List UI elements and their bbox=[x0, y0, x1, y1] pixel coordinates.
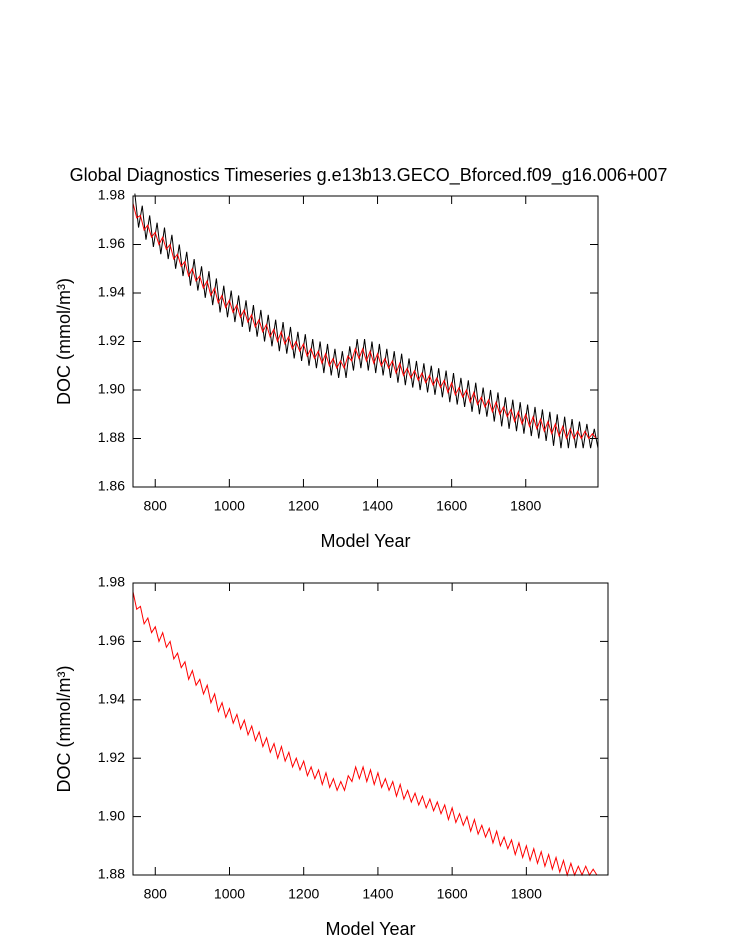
x-axis-label: Model Year bbox=[325, 919, 415, 939]
data-line bbox=[132, 591, 598, 877]
x-tick-label: 1000 bbox=[214, 886, 245, 902]
y-tick-label: 1.86 bbox=[98, 478, 125, 494]
y-axis-label: DOC (mmol/m³) bbox=[54, 278, 74, 405]
y-tick-label: 1.88 bbox=[98, 866, 125, 882]
y-axis-label: DOC (mmol/m³) bbox=[54, 666, 74, 793]
y-tick-label: 1.94 bbox=[98, 691, 125, 707]
y-tick-label: 1.88 bbox=[98, 429, 125, 445]
plot-frame bbox=[132, 582, 609, 876]
x-tick-label: 1400 bbox=[362, 886, 393, 902]
x-tick-label: 1600 bbox=[436, 498, 467, 514]
x-tick-label: 1800 bbox=[510, 498, 541, 514]
data-line bbox=[132, 203, 597, 441]
x-tick-label: 1200 bbox=[288, 498, 319, 514]
y-tick-label: 1.96 bbox=[98, 235, 125, 251]
x-axis-label: Model Year bbox=[320, 531, 410, 551]
data-line bbox=[134, 193, 599, 449]
x-tick-label: 800 bbox=[144, 886, 168, 902]
x-tick-label: 1800 bbox=[511, 886, 542, 902]
x-tick-label: 800 bbox=[144, 498, 168, 514]
y-tick-label: 1.92 bbox=[98, 749, 125, 765]
y-tick-label: 1.90 bbox=[98, 381, 125, 397]
y-tick-label: 1.98 bbox=[98, 574, 125, 590]
y-tick-label: 1.98 bbox=[98, 187, 125, 203]
x-tick-label: 1400 bbox=[362, 498, 393, 514]
plot-frame bbox=[132, 195, 599, 488]
y-tick-label: 1.94 bbox=[98, 284, 125, 300]
x-tick-label: 1200 bbox=[288, 886, 319, 902]
x-tick-label: 1600 bbox=[437, 886, 468, 902]
x-tick-label: 1000 bbox=[214, 498, 245, 514]
y-tick-label: 1.92 bbox=[98, 332, 125, 348]
y-tick-label: 1.96 bbox=[98, 632, 125, 648]
y-tick-label: 1.90 bbox=[98, 807, 125, 823]
chart-title: Global Diagnostics Timeseries g.e13b13.G… bbox=[70, 165, 668, 186]
